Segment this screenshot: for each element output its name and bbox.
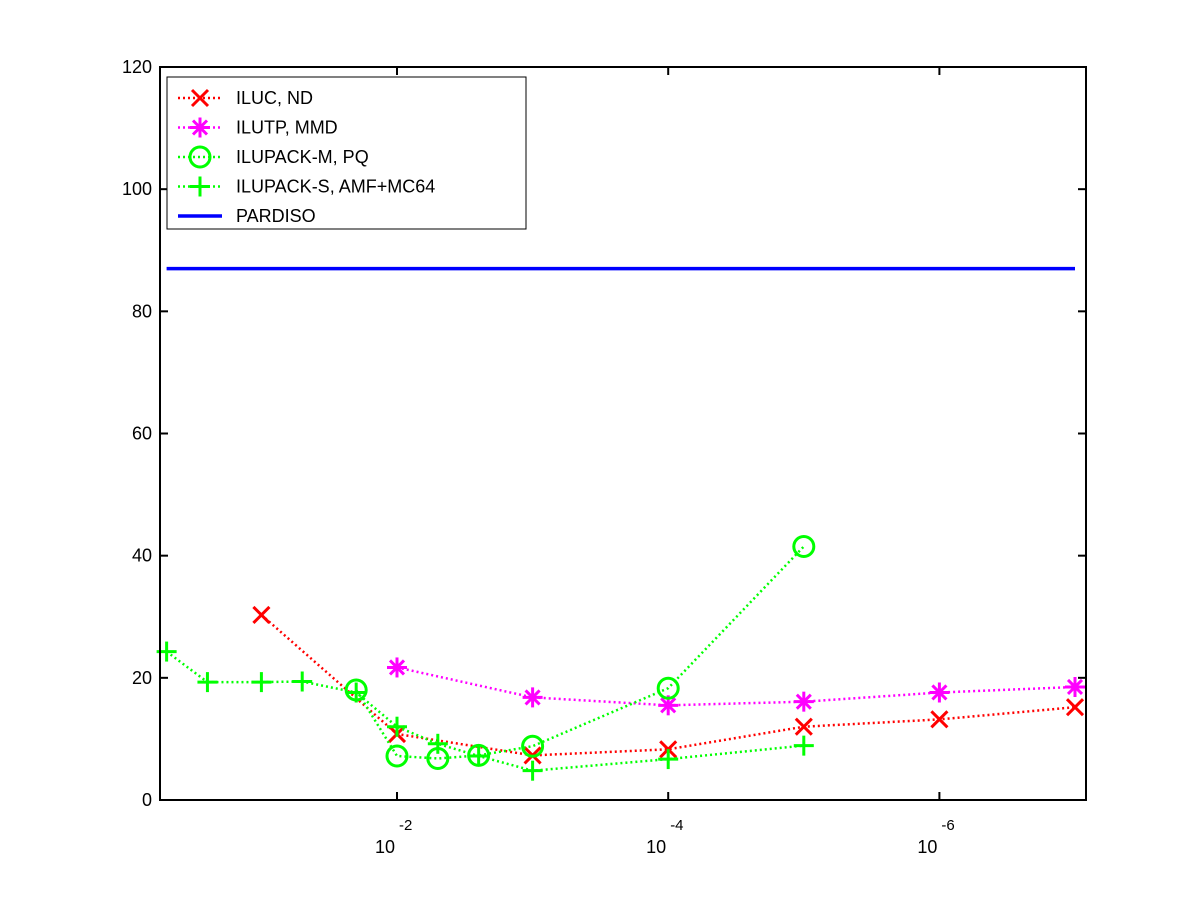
data-point: [292, 671, 313, 692]
marker-stroke: [521, 734, 545, 758]
marker-stroke: [190, 88, 210, 108]
marker-stroke: [794, 717, 813, 736]
data-point: [521, 734, 545, 758]
legend-marker: [190, 176, 210, 197]
data-point: [385, 744, 409, 768]
marker-stroke: [188, 145, 212, 169]
data-point: [252, 605, 271, 624]
legend-entry-2: ILUTP, MMD: [178, 117, 338, 138]
data-point: [793, 735, 814, 756]
legend-marker: [188, 145, 212, 169]
legend-entry-4: ILUPACK-S, AMF+MC64: [178, 176, 435, 197]
y-tick-label: 60: [132, 424, 152, 444]
legend-entry-3: ILUPACK-M, PQ: [178, 145, 369, 169]
x-tick-label-exponent: -4: [670, 817, 683, 834]
marker-stroke: [191, 119, 209, 136]
y-tick-label: 120: [122, 57, 152, 77]
legend-label: ILUC, ND: [236, 88, 313, 108]
data-point: [346, 682, 367, 703]
y-tick-label: 100: [122, 179, 152, 199]
series-4: [156, 641, 814, 781]
legend: ILUC, ND ILUTP, MMD ILUPACK-M, PQ ILUPACK-S…: [166, 76, 527, 230]
data-point: [1065, 676, 1085, 697]
legend-label: PARDISO: [236, 206, 316, 226]
data-point: [793, 691, 814, 712]
data-point: [427, 733, 448, 754]
y-tick-label: 0: [142, 790, 152, 810]
x-tick-label-base: 10: [375, 837, 395, 857]
series-layer: [156, 266, 1085, 781]
data-point: [387, 657, 407, 678]
x-tick-label-base: 10: [646, 837, 666, 857]
legend-marker: [190, 88, 210, 108]
marker-stroke: [1066, 678, 1084, 696]
x-tick-label-exponent: -2: [399, 817, 412, 834]
data-point: [658, 749, 679, 770]
legend-entry-5: PARDISO: [178, 206, 316, 226]
marker-stroke: [1065, 698, 1085, 717]
series-2: [387, 657, 1085, 716]
data-point: [656, 676, 680, 700]
series-line: [165, 650, 804, 772]
series-line: [396, 666, 1076, 707]
legend-entry-1: ILUC, ND: [178, 88, 313, 108]
marker-stroke: [792, 535, 816, 559]
data-point: [794, 717, 813, 736]
data-point: [522, 687, 543, 708]
y-tick-label: 80: [132, 301, 152, 321]
legend-label: ILUPACK-S, AMF+MC64: [236, 177, 435, 197]
data-point: [522, 760, 543, 781]
marker-stroke: [660, 697, 677, 714]
legend-marker: [190, 117, 210, 138]
marker-stroke: [524, 689, 541, 706]
marker-stroke: [795, 693, 812, 710]
data-point: [1065, 698, 1085, 717]
data-point: [929, 682, 950, 703]
marker-stroke: [930, 710, 949, 729]
marker-stroke: [656, 676, 680, 700]
legend-entries: ILUC, ND ILUTP, MMD ILUPACK-M, PQ ILUPACK-S…: [178, 88, 435, 226]
legend-label: ILUTP, MMD: [236, 118, 338, 138]
legend-label: ILUPACK-M, PQ: [236, 147, 369, 167]
data-point: [930, 710, 949, 729]
marker-stroke: [931, 684, 948, 701]
x-tick-label-base: 10: [917, 837, 937, 857]
data-point: [792, 535, 816, 559]
y-tick-label: 40: [132, 546, 152, 566]
marker-stroke: [252, 605, 271, 624]
series-line: [355, 545, 805, 760]
y-tick-label: 20: [132, 668, 152, 688]
x-tick-label-exponent: -6: [941, 817, 954, 834]
data-point: [251, 672, 272, 693]
marker-stroke: [388, 659, 406, 676]
data-point: [468, 746, 489, 767]
data-point: [387, 716, 407, 737]
data-point: [197, 672, 218, 693]
legend-box: [166, 76, 527, 230]
marker-stroke: [385, 744, 409, 768]
